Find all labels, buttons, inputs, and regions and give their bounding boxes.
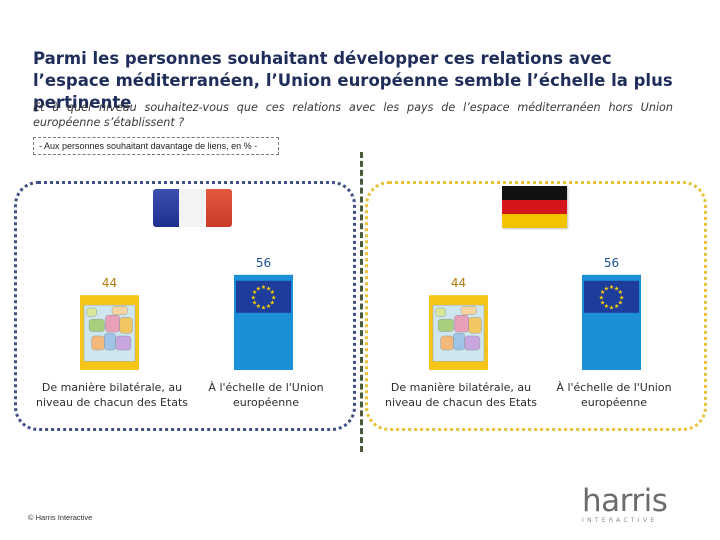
svg-text:★: ★ bbox=[261, 284, 266, 291]
germany-flag-icon bbox=[502, 186, 567, 228]
logo-subtitle: INTERACTIVE bbox=[582, 517, 658, 524]
value-label: 56 bbox=[256, 256, 271, 270]
page-title: Parmi les personnes souhaitant développe… bbox=[33, 49, 673, 112]
svg-text:★: ★ bbox=[251, 294, 256, 301]
france-panel bbox=[14, 181, 356, 431]
svg-text:★: ★ bbox=[609, 284, 614, 291]
flag-stripe bbox=[502, 200, 567, 214]
value-label: 56 bbox=[604, 256, 619, 270]
svg-text:★: ★ bbox=[270, 299, 275, 306]
flag-stripe bbox=[502, 214, 567, 228]
svg-text:★: ★ bbox=[604, 303, 609, 310]
svg-text:★: ★ bbox=[270, 289, 275, 296]
svg-text:★: ★ bbox=[266, 303, 271, 310]
value-label: 44 bbox=[451, 276, 466, 290]
svg-text:★: ★ bbox=[618, 299, 623, 306]
copyright-text: © Harris Interactive bbox=[28, 513, 93, 522]
flag-stripe bbox=[205, 189, 232, 227]
france-flag-icon bbox=[153, 189, 232, 227]
svg-text:★: ★ bbox=[261, 305, 266, 312]
svg-text:★: ★ bbox=[600, 289, 605, 296]
logo-wordmark: harris bbox=[582, 483, 668, 519]
svg-text:★: ★ bbox=[614, 285, 619, 292]
category-label: À l'échelle de l'Union européenne bbox=[208, 381, 323, 409]
svg-text:★: ★ bbox=[619, 294, 624, 301]
flag-stripe bbox=[179, 189, 206, 227]
eu-flag-icon: ★ ★★★★★★★★★★★ bbox=[584, 280, 639, 313]
svg-text:★: ★ bbox=[614, 303, 619, 310]
eu-flag-icon: ★ ★★★★★★★★★★★ bbox=[236, 280, 291, 313]
svg-text:★: ★ bbox=[604, 285, 609, 292]
panel-divider bbox=[360, 152, 363, 452]
europe-map-icon bbox=[432, 304, 485, 362]
europe-map-icon bbox=[83, 304, 136, 362]
svg-text:★: ★ bbox=[599, 294, 604, 301]
category-label: À l'échelle de l'Union européenne bbox=[556, 381, 671, 409]
svg-text:★: ★ bbox=[600, 299, 605, 306]
svg-text:★: ★ bbox=[256, 303, 261, 310]
svg-text:★: ★ bbox=[618, 289, 623, 296]
category-label: De manière bilatérale, au niveau de chacu… bbox=[385, 381, 537, 409]
base-note: - Aux personnes souhaitant davantage de … bbox=[33, 137, 279, 155]
svg-text:★: ★ bbox=[252, 289, 257, 296]
harris-logo: harris INTERACTIVE bbox=[582, 486, 692, 526]
svg-text:★: ★ bbox=[252, 299, 257, 306]
svg-text:★: ★ bbox=[256, 285, 261, 292]
value-label: 44 bbox=[102, 276, 117, 290]
flag-stripe bbox=[502, 186, 567, 200]
category-label: De manière bilatérale, au niveau de chacu… bbox=[36, 381, 188, 409]
svg-text:★: ★ bbox=[609, 305, 614, 312]
svg-text:★: ★ bbox=[266, 285, 271, 292]
svg-text:★: ★ bbox=[271, 294, 276, 301]
question-subtitle: Et à quel niveau souhaitez-vous que ces … bbox=[33, 101, 673, 129]
flag-stripe bbox=[153, 189, 180, 227]
germany-panel bbox=[365, 181, 707, 431]
